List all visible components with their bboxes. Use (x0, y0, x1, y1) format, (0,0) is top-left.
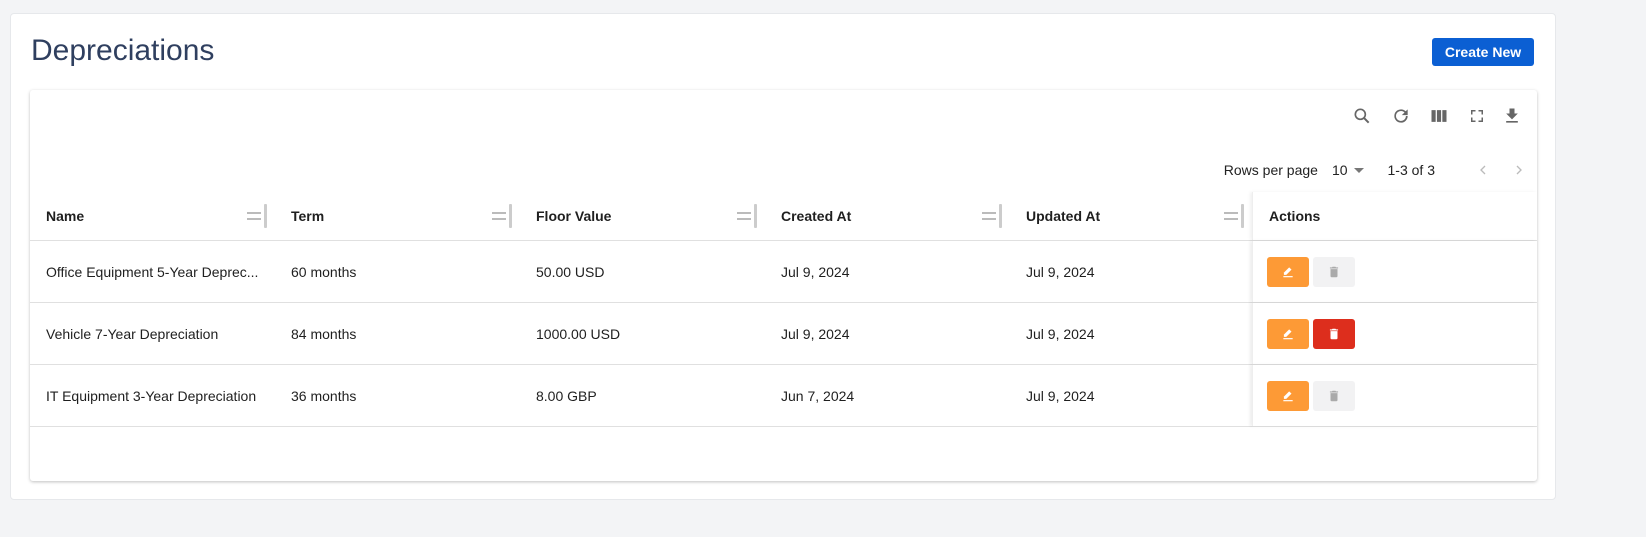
column-label: Updated At (1026, 208, 1101, 224)
cell-term: 84 months (291, 325, 357, 342)
delete-button[interactable] (1313, 319, 1355, 349)
column-header-floor-value[interactable]: Floor Value (520, 192, 765, 240)
edit-button[interactable] (1267, 381, 1309, 411)
cell-term: 60 months (291, 263, 357, 280)
cell-term: 36 months (291, 387, 357, 404)
cell-name: Office Equipment 5-Year Deprec... (46, 263, 259, 280)
columns-icon[interactable] (1427, 104, 1451, 128)
cell-created-at: Jul 9, 2024 (781, 325, 850, 342)
column-resize-handle[interactable] (1241, 204, 1244, 228)
rows-per-page-label: Rows per page (1223, 162, 1318, 178)
column-resize-handle[interactable] (999, 204, 1002, 228)
delete-button (1313, 257, 1355, 287)
column-menu-icon[interactable] (492, 212, 506, 220)
column-menu-icon[interactable] (982, 212, 996, 220)
column-resize-handle[interactable] (509, 204, 512, 228)
pencil-icon (1281, 389, 1295, 403)
pencil-icon (1281, 327, 1295, 341)
column-header-actions: Actions (1269, 208, 1321, 224)
column-menu-icon[interactable] (737, 212, 751, 220)
data-table: Rows per page 10 1-3 of 3 Name Term Floo… (30, 90, 1537, 481)
column-label: Name (46, 208, 85, 224)
cell-updated-at: Jul 9, 2024 (1026, 325, 1095, 342)
cell-updated-at: Jul 9, 2024 (1026, 263, 1095, 280)
refresh-icon[interactable] (1389, 104, 1413, 128)
column-menu-icon[interactable] (247, 212, 261, 220)
cell-name: Vehicle 7-Year Depreciation (46, 325, 219, 342)
page-container: Depreciations Create New Rows per page 1… (10, 13, 1556, 500)
fullscreen-icon[interactable] (1465, 104, 1489, 128)
table-row: Vehicle 7-Year Depreciation 84 months 10… (30, 303, 1537, 365)
table-row: Office Equipment 5-Year Deprec... 60 mon… (30, 241, 1537, 303)
trash-icon (1327, 389, 1341, 403)
column-resize-handle[interactable] (754, 204, 757, 228)
cell-floor-value: 50.00 USD (536, 263, 605, 280)
create-new-button[interactable]: Create New (1432, 38, 1534, 66)
cell-actions (1252, 303, 1537, 364)
cell-floor-value: 8.00 GBP (536, 387, 597, 404)
prev-page-button[interactable] (1465, 162, 1501, 178)
column-label: Created At (781, 208, 852, 224)
page-range: 1-3 of 3 (1387, 162, 1435, 178)
cell-created-at: Jun 7, 2024 (781, 387, 855, 404)
cell-updated-at: Jul 9, 2024 (1026, 387, 1095, 404)
column-header-updated-at[interactable]: Updated At (1010, 192, 1252, 240)
column-resize-handle[interactable] (264, 204, 267, 228)
column-menu-icon[interactable] (1224, 212, 1238, 220)
cell-actions (1252, 241, 1537, 302)
download-icon[interactable] (1500, 104, 1524, 128)
column-header-term[interactable]: Term (275, 192, 520, 240)
cell-created-at: Jul 9, 2024 (781, 263, 850, 280)
column-label: Floor Value (536, 208, 612, 224)
cell-floor-value: 1000.00 USD (536, 325, 621, 342)
edit-button[interactable] (1267, 257, 1309, 287)
rows-per-page-select[interactable]: 10 (1332, 162, 1364, 178)
column-header-name[interactable]: Name (30, 192, 275, 240)
trash-icon (1327, 265, 1341, 279)
trash-icon (1327, 327, 1341, 341)
pagination: Rows per page 10 1-3 of 3 (1224, 160, 1537, 180)
delete-button (1313, 381, 1355, 411)
table-header: Name Term Floor Value Created At Updated… (30, 192, 1537, 241)
next-page-button[interactable] (1501, 162, 1537, 178)
pencil-icon (1281, 265, 1295, 279)
cell-name: IT Equipment 3-Year Depreciation (46, 387, 257, 404)
caret-down-icon (1353, 167, 1364, 173)
table-row: IT Equipment 3-Year Depreciation 36 mont… (30, 365, 1537, 427)
column-header-created-at[interactable]: Created At (765, 192, 1010, 240)
column-label: Term (291, 208, 325, 224)
rows-per-page-value: 10 (1331, 162, 1348, 178)
edit-button[interactable] (1267, 319, 1309, 349)
page-title: Depreciations (31, 34, 215, 67)
search-icon[interactable] (1350, 104, 1374, 128)
cell-actions (1252, 365, 1537, 426)
